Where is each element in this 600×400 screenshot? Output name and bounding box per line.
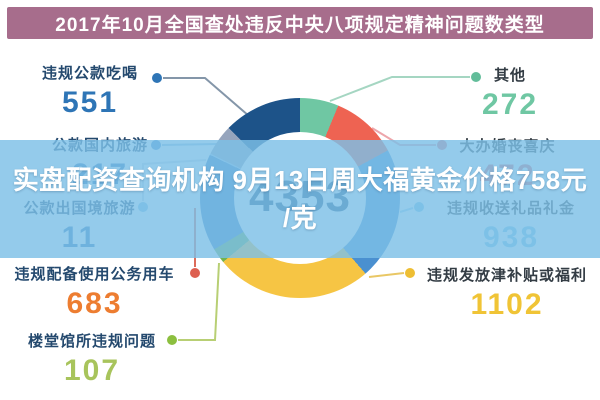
watermark-text-line2: /克: [282, 203, 318, 233]
watermark-banner: 实盘配资查询机构 9月13日周大福黄金价格758元 /克: [0, 140, 600, 258]
category-value: 107: [63, 354, 121, 387]
connector-dot: [405, 268, 415, 278]
category-item-gongkuanchihe: 违规公款吃喝 551: [20, 62, 160, 120]
category-item-qita: 其他 272: [450, 64, 570, 122]
category-value: 551: [61, 86, 119, 119]
category-label: 违规发放津补贴或福利: [426, 267, 587, 284]
connector-dot: [152, 73, 162, 83]
connector-line: [178, 262, 220, 341]
category-item-jinbutiefuli: 违规发放津补贴或福利 1102: [418, 264, 596, 322]
category-label: 违规公款吃喝: [41, 65, 138, 82]
category-label: 违规配备使用公务用车: [14, 266, 175, 283]
chart-title: 2017年10月全国查处违反中央八项规定精神问题数类型: [55, 14, 545, 36]
connector-line: [329, 76, 470, 102]
watermark-text-line1: 实盘配资查询机构 9月13日周大福黄金价格758元: [12, 165, 588, 195]
connector-dot: [167, 335, 177, 345]
category-item-loutangguansuo: 楼堂馆所违规问题 107: [12, 330, 172, 388]
category-label: 楼堂馆所违规问题: [27, 333, 156, 350]
category-label: 其他: [493, 67, 526, 84]
connector-dot: [471, 72, 481, 82]
category-value: 683: [66, 287, 123, 320]
category-value: 272: [481, 88, 539, 121]
category-item-gongwuyongche: 违规配备使用公务用车 683: [2, 263, 187, 321]
connector-dot: [190, 268, 200, 278]
category-value: 1102: [470, 288, 544, 321]
connector-line: [368, 272, 405, 278]
connector-line: [163, 77, 250, 117]
chart-title-bar: 2017年10月全国查处违反中央八项规定精神问题数类型: [7, 7, 593, 39]
